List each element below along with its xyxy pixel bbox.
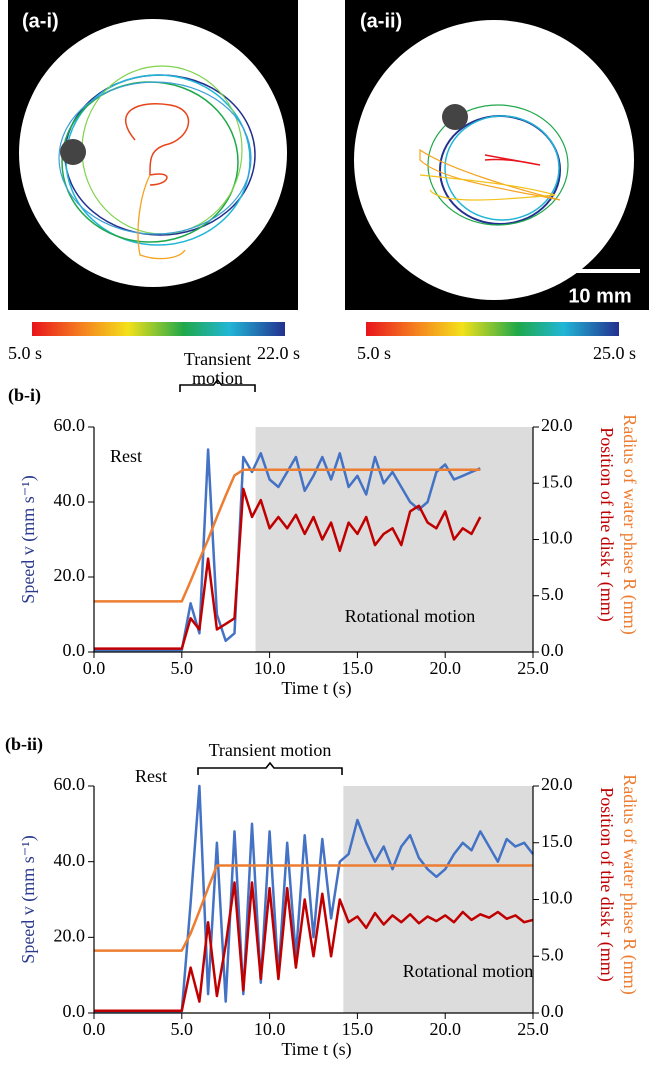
y-tick-label: 0.0 — [63, 1001, 86, 1021]
annotation: Rest — [135, 766, 167, 786]
bracket — [197, 761, 343, 775]
x-tick-label: 5.0 — [171, 1019, 194, 1039]
y2-tick-label: 15.0 — [541, 831, 573, 851]
annotation: Rotational motion — [345, 606, 476, 626]
x-tick-label: 10.0 — [254, 658, 286, 678]
x-tick-label: 20.0 — [429, 658, 461, 678]
x-tick-label: 0.0 — [83, 1019, 106, 1039]
x-axis-label: Time t (s) — [281, 1039, 351, 1060]
annotation: Transient motion — [209, 740, 332, 760]
y2-axis-label: Radius of water phase R (mm) — [619, 414, 640, 634]
panel-label: (b-i) — [8, 385, 41, 406]
x-tick-label: 0.0 — [83, 658, 106, 678]
annotation: Rotational motion — [403, 961, 534, 981]
y-tick-label: 60.0 — [54, 774, 86, 794]
y2-axis-label: Radius of water phase R (mm) — [619, 774, 640, 994]
colorbar — [366, 322, 619, 336]
y2-tick-label: 10.0 — [541, 528, 573, 548]
y2-tick-label: 20.0 — [541, 415, 573, 435]
y-tick-label: 40.0 — [54, 850, 86, 870]
annotation: Transient — [184, 349, 251, 369]
shaded-region — [343, 786, 533, 1013]
x-tick-label: 10.0 — [254, 1019, 286, 1039]
x-axis-label: Time t (s) — [281, 678, 351, 699]
shaded-region — [255, 427, 533, 652]
annotation: motion — [192, 368, 243, 388]
y2-tick-label: 20.0 — [541, 774, 573, 794]
bracket — [179, 378, 256, 392]
panel-label: (a-ii) — [360, 10, 402, 32]
image-a-i: (a-i) — [8, 0, 298, 310]
x-tick-label: 20.0 — [429, 1019, 461, 1039]
y2-tick-label: 10.0 — [541, 888, 573, 908]
y-tick-label: 40.0 — [54, 490, 86, 510]
y2-tick-label: 0.0 — [541, 1001, 564, 1021]
y2-axis-label: Position of the disk r (mm) — [596, 427, 617, 622]
y-axis-label: Speed v (mm s⁻¹) — [18, 475, 39, 603]
x-tick-label: 15.0 — [342, 1019, 374, 1039]
y-tick-label: 0.0 — [63, 640, 86, 660]
x-tick-label: 25.0 — [517, 1019, 549, 1039]
colorbar-label: 25.0 s — [593, 343, 636, 363]
x-tick-label: 5.0 — [171, 658, 194, 678]
y2-tick-label: 15.0 — [541, 471, 573, 491]
annotation: Rest — [110, 446, 142, 466]
series-line — [94, 487, 482, 650]
x-tick-label: 25.0 — [517, 658, 549, 678]
series-line — [94, 864, 533, 952]
y-tick-label: 20.0 — [54, 565, 86, 585]
colorbar-label: 22.0 s — [257, 343, 300, 363]
series-line — [94, 881, 534, 1012]
panel-label: (b-ii) — [5, 734, 43, 755]
y2-tick-label: 0.0 — [541, 640, 564, 660]
y2-axis-label: Position of the disk r (mm) — [596, 787, 617, 982]
x-tick-label: 15.0 — [342, 658, 374, 678]
panel-label: (a-i) — [22, 10, 59, 32]
y-tick-label: 60.0 — [54, 415, 86, 435]
colorbar-label: 5.0 s — [357, 343, 391, 363]
y2-tick-label: 5.0 — [541, 584, 564, 604]
scale-bar-label: 10 mm — [568, 285, 631, 307]
colorbar-label: 5.0 s — [8, 343, 42, 363]
colorbar — [32, 322, 285, 336]
y2-tick-label: 5.0 — [541, 944, 564, 964]
y-axis-label: Speed v (mm s⁻¹) — [18, 835, 39, 963]
series-line — [94, 468, 481, 603]
image-a-ii: 10 mm (a-ii) — [345, 0, 649, 310]
y-tick-label: 20.0 — [54, 925, 86, 945]
